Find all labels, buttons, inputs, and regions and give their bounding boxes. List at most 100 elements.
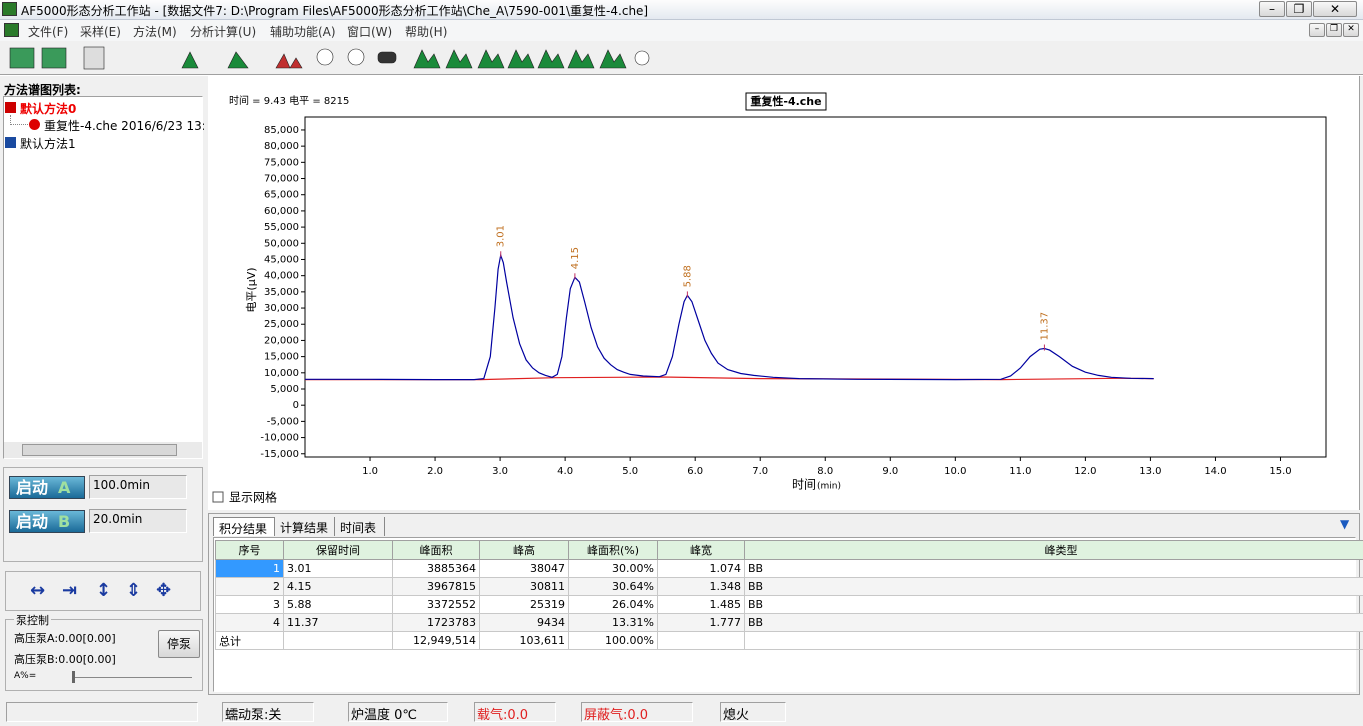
slider-thumb[interactable] xyxy=(72,671,75,683)
tool-peak-6[interactable] xyxy=(567,49,595,69)
x-tick-label: 6.0 xyxy=(687,466,703,477)
menu-item[interactable]: 分析计算(U) xyxy=(190,25,257,39)
close-button[interactable]: ✕ xyxy=(1313,1,1357,17)
toolbar xyxy=(9,46,650,70)
peak-label: 5.88 xyxy=(682,265,693,287)
tool-peak-3[interactable] xyxy=(477,49,505,69)
pan-button[interactable]: ✥ xyxy=(156,580,172,601)
column-header: 峰类型 xyxy=(744,540,1363,560)
menu-item[interactable]: 方法(M) xyxy=(133,25,177,39)
mdi-close[interactable]: ✕ xyxy=(1343,23,1359,37)
start-panel: 启动 A 100.0min 启动 B 20.0min xyxy=(3,467,203,562)
tool-peak-7[interactable] xyxy=(599,49,627,69)
tool-peaks[interactable] xyxy=(275,53,303,69)
tab[interactable]: 积分结果 xyxy=(213,517,275,536)
shrink-v-button[interactable]: ⇕ xyxy=(126,580,142,601)
pump-status: 高压泵B:0.00[0.00] xyxy=(14,653,116,666)
y-tick-label: 65,000 xyxy=(264,190,299,201)
tree-icon xyxy=(29,119,40,130)
table-row[interactable]: 4 11.37 1723783 9434 13.31% 1.777 BB xyxy=(215,613,1363,632)
table-row[interactable]: 1 3.01 3885364 38047 30.00% 1.074 BB xyxy=(215,559,1363,578)
tree-item[interactable]: 默认方法0 xyxy=(20,102,77,116)
table-cell: 9434 xyxy=(479,613,569,632)
column-header: 保留时间 xyxy=(283,540,393,560)
tool-bulb[interactable] xyxy=(316,48,334,66)
panel-title: 方法谱图列表: xyxy=(4,83,81,97)
tool-peak-4[interactable] xyxy=(507,49,535,69)
slider-track[interactable] xyxy=(72,677,192,678)
grid-checkbox[interactable] xyxy=(212,491,224,503)
minimize-button[interactable]: – xyxy=(1259,1,1285,17)
scroll-thumb[interactable] xyxy=(22,444,177,456)
tree-view: 默认方法0 重复性-4.che 2016/6/23 13:3 默认方法1 xyxy=(3,96,204,459)
y-axis-label: 电平(μV) xyxy=(245,267,258,312)
tool-print[interactable] xyxy=(83,46,105,70)
tool-peak-2[interactable] xyxy=(445,49,473,69)
tool-chart[interactable] xyxy=(181,51,199,69)
table-cell: 3967815 xyxy=(392,577,480,596)
y-tick-label: 5,000 xyxy=(270,384,299,395)
menu-item[interactable]: 采样(E) xyxy=(80,25,121,39)
x-tick-label: 13.0 xyxy=(1139,466,1161,477)
tool-save[interactable] xyxy=(41,47,67,69)
pump-title: 泵控制 xyxy=(14,612,51,628)
mdi-minimize[interactable]: – xyxy=(1309,23,1325,37)
menu-item[interactable]: 文件(F) xyxy=(28,25,69,39)
y-tick-label: 30,000 xyxy=(264,303,299,314)
signal-line xyxy=(305,376,1154,381)
menu-item[interactable]: 辅助功能(A) xyxy=(270,25,336,39)
x-tick-label: 11.0 xyxy=(1009,466,1031,477)
table-cell: 1723783 xyxy=(392,613,480,632)
stop-pump-button[interactable]: 停泵 xyxy=(158,630,200,658)
title-bar: AF5000形态分析工作站 - [数据文件7: D:\Program Files… xyxy=(0,0,1363,20)
tool-bulb-b[interactable] xyxy=(347,48,365,66)
tab[interactable]: 时间表 xyxy=(335,517,385,536)
y-tick-label: 20,000 xyxy=(264,335,299,346)
shrink-h-button[interactable]: ⇥ xyxy=(62,580,78,601)
table-row[interactable]: 2 4.15 3967815 30811 30.64% 1.348 BB xyxy=(215,577,1363,596)
zoom-h-button[interactable]: ↔ xyxy=(30,580,46,601)
column-header: 峰面积 xyxy=(392,540,480,560)
status-field: 载气:0.0 xyxy=(474,702,556,723)
menu-item[interactable]: 窗口(W) xyxy=(347,25,393,39)
zoom-v-button[interactable]: ↕ xyxy=(96,580,112,601)
empty-cell xyxy=(657,631,745,650)
table-row[interactable]: 3 5.88 3372552 25319 26.04% 1.485 BB xyxy=(215,595,1363,614)
pump-panel: 泵控制 高压泵A:0.00[0.00] 高压泵B:0.00[0.00] 停泵 A… xyxy=(5,612,203,691)
slider-label: A%= xyxy=(14,671,37,681)
table-cell: 5.88 xyxy=(283,595,393,614)
collapse-button[interactable]: ▼ xyxy=(1340,517,1350,531)
tool-peak-1[interactable] xyxy=(413,49,441,69)
tool-open[interactable] xyxy=(9,47,35,69)
doc-icon xyxy=(4,23,19,37)
table-cell: 1.074 xyxy=(657,559,745,578)
tree-item[interactable]: 默认方法1 xyxy=(20,137,76,151)
h-scrollbar[interactable] xyxy=(4,442,202,458)
start-button[interactable]: 启动 B xyxy=(9,510,85,533)
start-channel: A xyxy=(58,478,71,497)
table-cell: 1.348 xyxy=(657,577,745,596)
y-tick-label: 0 xyxy=(293,400,299,411)
tab[interactable]: 计算结果 xyxy=(275,517,335,536)
y-tick-label: 15,000 xyxy=(264,352,299,363)
column-header: 序号 xyxy=(215,540,284,560)
tool-stop[interactable] xyxy=(227,51,249,69)
peak-label: 11.37 xyxy=(1039,312,1050,341)
chart-title: 重复性-4.che xyxy=(750,94,821,108)
restore-button[interactable]: ❐ xyxy=(1286,1,1312,17)
y-tick-label: 45,000 xyxy=(264,254,299,265)
start-button[interactable]: 启动 A xyxy=(9,476,85,499)
start-label: 启动 xyxy=(16,478,49,497)
x-tick-label: 1.0 xyxy=(362,466,378,477)
table-cell: 3372552 xyxy=(392,595,480,614)
tool-peak-5[interactable] xyxy=(537,49,565,69)
tool-eraser[interactable] xyxy=(377,51,397,64)
title-box xyxy=(745,92,827,111)
status-field xyxy=(6,702,198,722)
mdi-restore[interactable]: ❐ xyxy=(1326,23,1342,37)
menu-item[interactable]: 帮助(H) xyxy=(405,25,448,39)
table-cell: 13.31% xyxy=(568,613,658,632)
tool-zoom[interactable] xyxy=(634,50,650,66)
tree-item[interactable]: 重复性-4.che 2016/6/23 13:3 xyxy=(44,119,204,133)
table-cell: BB xyxy=(744,595,1363,614)
